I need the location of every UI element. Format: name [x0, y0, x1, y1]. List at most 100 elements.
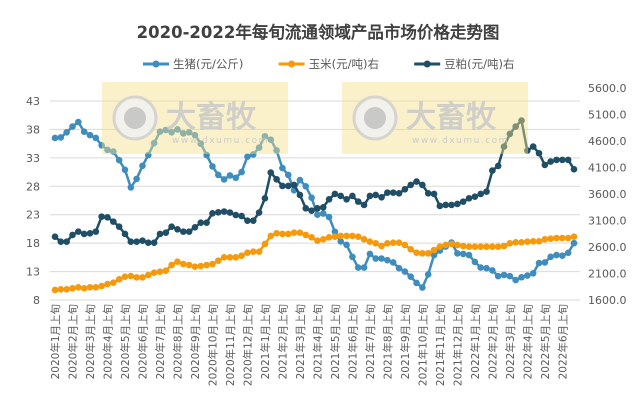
data-point — [203, 219, 210, 226]
x-tick-label: 2020年9月上旬 — [189, 304, 202, 379]
data-point — [255, 248, 263, 255]
data-point — [512, 123, 519, 130]
data-point — [471, 243, 479, 250]
legend-dot-marker — [152, 60, 160, 68]
data-point — [547, 158, 554, 165]
data-point — [564, 234, 572, 242]
data-point — [156, 268, 164, 275]
data-point — [529, 143, 537, 150]
data-point — [168, 261, 175, 269]
x-tick-label: 2020年12月上旬 — [241, 304, 254, 386]
data-point — [104, 280, 111, 288]
data-point — [384, 189, 391, 196]
left-tick-label: 23 — [26, 209, 40, 222]
x-tick-label: 2020年6月上旬 — [136, 304, 149, 379]
data-point — [255, 144, 263, 151]
data-point — [559, 156, 566, 164]
data-point — [564, 156, 572, 164]
data-point — [174, 258, 181, 265]
left-tick-label: 13 — [26, 266, 40, 279]
data-point — [261, 240, 269, 248]
data-point — [238, 252, 245, 259]
data-point — [471, 193, 479, 200]
data-point — [372, 255, 380, 262]
data-point — [279, 182, 286, 190]
data-point — [197, 219, 205, 226]
watermark-site: www.dxumu.com — [412, 136, 509, 146]
data-point — [209, 260, 216, 268]
data-point — [465, 251, 473, 259]
data-point — [366, 250, 374, 258]
data-point — [459, 250, 467, 258]
data-point — [366, 238, 374, 245]
data-point — [139, 162, 146, 170]
data-point — [454, 241, 461, 249]
data-point — [214, 171, 222, 179]
data-point — [459, 198, 467, 205]
data-point — [191, 263, 199, 270]
data-point — [372, 191, 380, 199]
data-point — [442, 241, 450, 249]
data-point — [249, 248, 257, 255]
data-point — [553, 234, 560, 242]
data-point — [133, 238, 140, 245]
data-point — [127, 184, 135, 191]
data-point — [442, 201, 450, 209]
data-point — [407, 246, 415, 253]
data-point — [80, 230, 88, 238]
data-point — [302, 231, 310, 239]
x-tick-label: 2021年3月上旬 — [294, 304, 307, 379]
data-point — [57, 134, 65, 141]
left-tick-label: 8 — [33, 294, 40, 307]
data-point — [331, 233, 339, 240]
data-point — [419, 181, 426, 189]
x-tick-label: 2020年10月上旬 — [206, 304, 219, 386]
data-point — [226, 254, 234, 261]
data-point — [448, 201, 455, 209]
data-point — [174, 126, 181, 133]
data-point — [150, 139, 158, 147]
left-tick-label: 43 — [26, 95, 40, 108]
x-tick-label: 2021年12月上旬 — [451, 304, 464, 386]
data-point — [244, 217, 251, 224]
data-point — [407, 181, 415, 189]
data-point — [570, 165, 578, 173]
left-tick-label: 28 — [26, 180, 40, 193]
data-point — [489, 243, 496, 250]
data-point — [325, 213, 333, 221]
data-point — [139, 274, 146, 281]
data-point — [401, 268, 409, 275]
data-point — [232, 174, 240, 182]
data-point — [63, 128, 70, 136]
legend-item: 生猪(元/公斤) — [143, 57, 243, 71]
chart-title: 2020-2022年每旬流通领域产品市场价格走势图 — [137, 22, 500, 42]
data-point — [389, 259, 397, 266]
data-point — [156, 128, 164, 136]
data-point — [267, 169, 275, 176]
x-tick-label: 2022年3月上旬 — [504, 304, 517, 379]
data-point — [214, 257, 222, 264]
data-point — [284, 171, 292, 179]
data-point — [454, 250, 461, 257]
data-point — [366, 192, 374, 200]
data-point — [220, 254, 228, 261]
data-point — [529, 238, 537, 245]
x-tick-label: 2020年1月上旬 — [49, 304, 62, 379]
data-point — [92, 284, 100, 291]
data-point — [354, 198, 362, 205]
data-point — [512, 239, 519, 246]
data-point — [168, 128, 175, 136]
data-point — [494, 162, 502, 170]
data-point — [51, 233, 59, 240]
data-point — [232, 254, 240, 261]
data-point — [547, 235, 554, 242]
data-point — [360, 201, 368, 209]
data-point — [249, 151, 257, 158]
data-point — [51, 134, 59, 142]
data-point — [477, 264, 484, 271]
data-point — [319, 210, 327, 217]
data-point — [57, 286, 65, 293]
series-0 — [51, 118, 578, 291]
x-tick-label: 2022年2月上旬 — [486, 304, 499, 379]
